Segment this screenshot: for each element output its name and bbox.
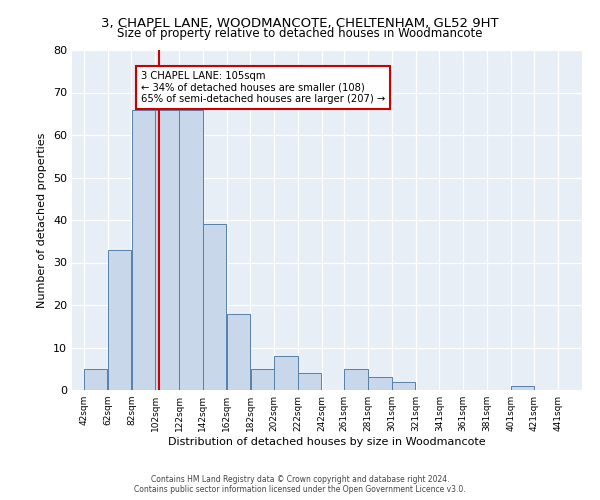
Text: Size of property relative to detached houses in Woodmancote: Size of property relative to detached ho… <box>117 28 483 40</box>
Bar <box>298 373 322 390</box>
Bar <box>179 110 203 390</box>
Bar <box>392 382 415 390</box>
Text: 3 CHAPEL LANE: 105sqm
← 34% of detached houses are smaller (108)
65% of semi-det: 3 CHAPEL LANE: 105sqm ← 34% of detached … <box>141 71 385 104</box>
Bar <box>251 369 274 390</box>
Bar <box>274 356 298 390</box>
Y-axis label: Number of detached properties: Number of detached properties <box>37 132 47 308</box>
X-axis label: Distribution of detached houses by size in Woodmancote: Distribution of detached houses by size … <box>168 437 486 447</box>
Bar <box>131 110 155 390</box>
Bar <box>203 224 226 390</box>
Text: 3, CHAPEL LANE, WOODMANCOTE, CHELTENHAM, GL52 9HT: 3, CHAPEL LANE, WOODMANCOTE, CHELTENHAM,… <box>101 18 499 30</box>
Bar <box>227 314 250 390</box>
Bar <box>84 369 107 390</box>
Bar <box>368 378 392 390</box>
Bar <box>511 386 534 390</box>
Bar <box>344 369 368 390</box>
Text: Contains HM Land Registry data © Crown copyright and database right 2024.
Contai: Contains HM Land Registry data © Crown c… <box>134 474 466 494</box>
Bar <box>155 110 179 390</box>
Bar <box>108 250 131 390</box>
